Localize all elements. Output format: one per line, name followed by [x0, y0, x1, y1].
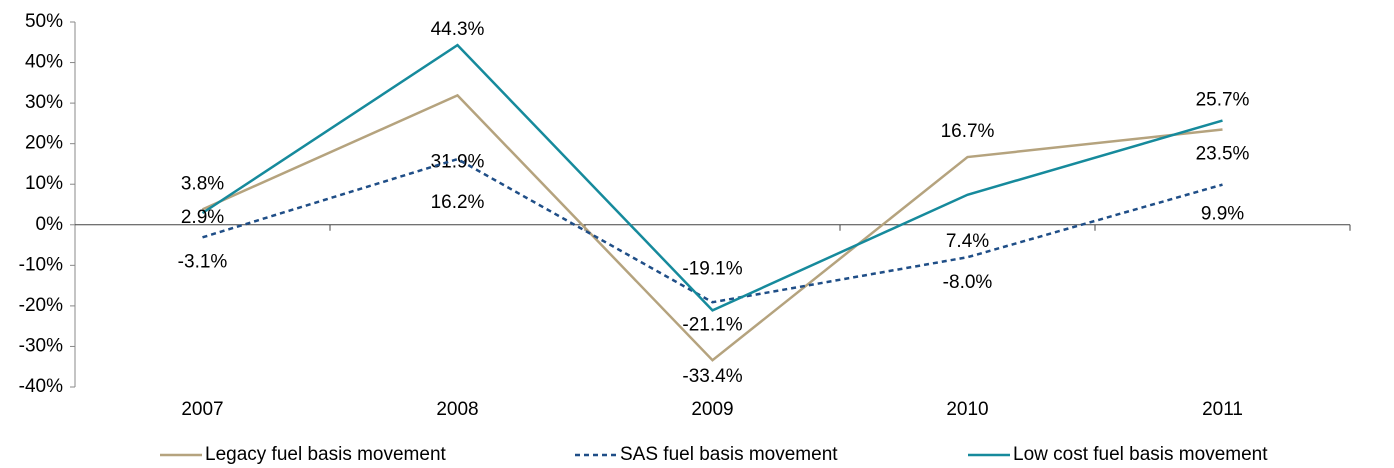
y-tick-label: -30% [19, 335, 63, 356]
y-tick-label: 50% [25, 11, 63, 32]
x-tick-label: 2011 [1202, 399, 1243, 420]
series-line [201, 93, 1223, 362]
legend-label: Legacy fuel basis movement [205, 444, 447, 465]
data-label: 23.5% [1196, 143, 1250, 164]
data-label: 2.9% [181, 207, 224, 228]
data-label: -8.0% [943, 272, 993, 293]
x-tick-label: 2010 [946, 399, 988, 420]
legend-label: SAS fuel basis movement [620, 444, 838, 465]
y-tick-label: 40% [25, 52, 63, 73]
x-tick-label: 2009 [691, 399, 733, 420]
y-tick-label: 10% [25, 173, 63, 194]
y-tick-label: -20% [19, 295, 63, 316]
series-line [202, 157, 1223, 304]
data-label: 7.4% [946, 231, 989, 252]
y-tick-label: 0% [36, 214, 64, 235]
y-tick-label: -40% [19, 376, 63, 397]
data-label: 16.7% [941, 121, 995, 142]
data-label: 3.8% [181, 173, 224, 194]
data-label: 25.7% [1196, 90, 1250, 111]
legend-label: Low cost fuel basis movement [1013, 444, 1268, 465]
y-tick-label: -10% [19, 254, 63, 275]
x-tick-label: 2007 [181, 399, 223, 420]
data-label: -33.4% [682, 366, 742, 387]
data-label: -21.1% [682, 314, 742, 335]
series-line [201, 43, 1223, 312]
data-label: 16.2% [431, 192, 485, 213]
data-label: 9.9% [1201, 204, 1244, 225]
data-label: -3.1% [178, 251, 228, 272]
x-tick-label: 2008 [436, 399, 478, 420]
y-tick-label: 30% [25, 92, 63, 113]
y-tick-label: 20% [25, 133, 63, 154]
data-label: -19.1% [682, 258, 742, 279]
data-label: 44.3% [431, 19, 485, 40]
